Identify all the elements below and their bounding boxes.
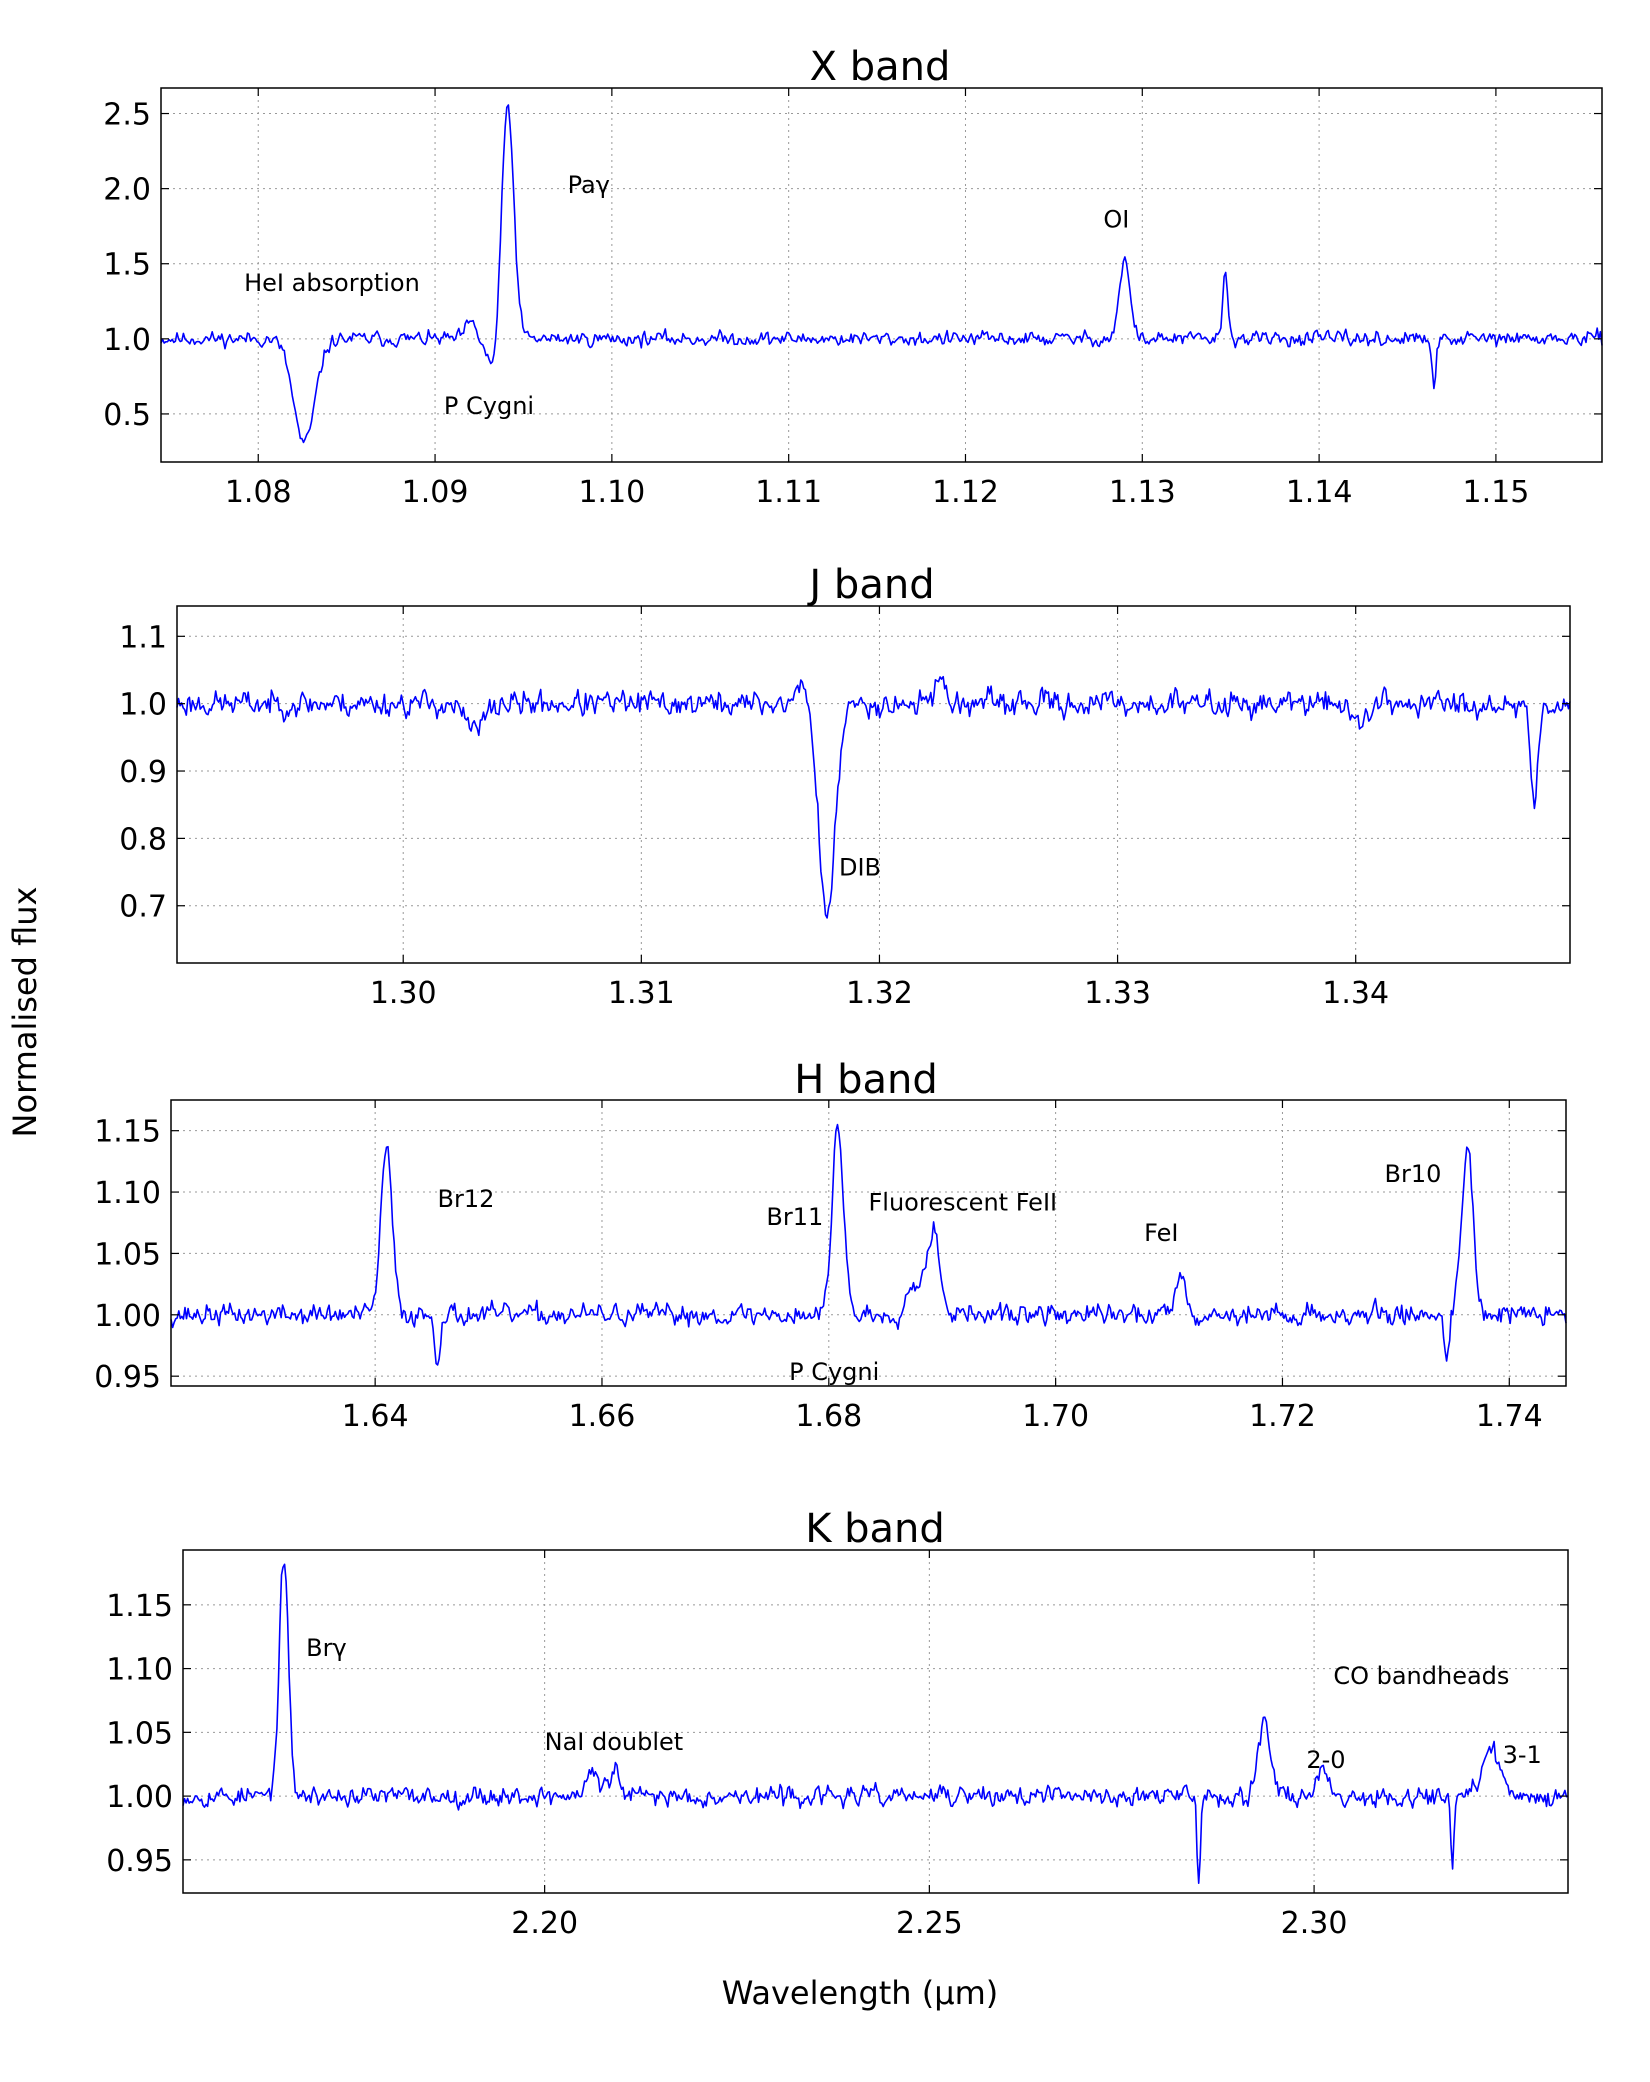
line-annotation: NaI doublet: [545, 1728, 684, 1756]
y-tick-label: 1.00: [106, 1780, 173, 1815]
plot-frame: [182, 1549, 1569, 1894]
line-annotation: Br10: [1385, 1160, 1442, 1188]
y-tick-label: 1.1: [119, 620, 167, 655]
x-tick-label: 1.08: [225, 475, 292, 510]
x-tick-label: 1.68: [795, 1399, 862, 1434]
y-tick-label: 1.15: [94, 1115, 161, 1150]
line-annotation: Brγ: [306, 1634, 347, 1662]
x-tick-label: 1.13: [1109, 475, 1176, 510]
x-tick-label: 1.30: [370, 976, 437, 1011]
plot-frame: [170, 1099, 1567, 1387]
plot-frame: [176, 605, 1571, 964]
panel-title: K band: [805, 1506, 945, 1552]
x-tick-label: 1.11: [755, 475, 822, 510]
y-axis-label: Normalised flux: [6, 887, 44, 1138]
y-tick-label: 2.0: [103, 173, 151, 208]
x-tick-label: 1.14: [1286, 475, 1353, 510]
x-tick-label: 1.70: [1022, 1399, 1089, 1434]
panel-x-band: X band 1.08 1.09 1.10 1.11 1.12 1.13 1.14 1.15 0…: [103, 44, 1603, 510]
line-annotation: 3-1: [1503, 1741, 1542, 1769]
panel-title: J band: [806, 562, 934, 608]
plot-frame: [160, 87, 1603, 463]
panel-h-band: H band 1.64 1.66 1.68 1.70 1.72 1.74 0.95 1.00 1…: [94, 1057, 1567, 1434]
y-tick-label: 1.0: [119, 688, 167, 723]
x-tick-label: 1.33: [1084, 976, 1151, 1011]
y-tick-label: 1.05: [94, 1237, 161, 1272]
x-tick-label: 1.34: [1322, 976, 1389, 1011]
y-tick-label: 1.5: [103, 248, 151, 283]
line-annotation: OI: [1103, 206, 1129, 234]
y-tick-label: 0.5: [103, 398, 151, 433]
line-annotation: FeI: [1144, 1219, 1178, 1247]
spectrum-line: [176, 675, 1571, 919]
line-annotation: 2-0: [1306, 1746, 1345, 1774]
y-tick-label: 1.10: [94, 1176, 161, 1211]
x-tick-label: 2.25: [896, 1906, 963, 1941]
panel-j-band: J band 1.30 1.31 1.32 1.33 1.34 0.7 0.8 0.9 1.0 1…: [119, 562, 1571, 1011]
line-annotation: CO bandheads: [1333, 1662, 1509, 1690]
y-tick-label: 1.00: [94, 1299, 161, 1334]
panel-title: H band: [794, 1057, 937, 1103]
x-tick-label: 1.12: [932, 475, 999, 510]
x-tick-label: 1.09: [402, 475, 469, 510]
line-annotation: P Cygni: [444, 392, 534, 420]
panel-title: X band: [810, 44, 951, 90]
line-annotation: HeI absorption: [244, 269, 420, 297]
y-tick-label: 0.95: [94, 1360, 161, 1395]
x-tick-label: 1.10: [578, 475, 645, 510]
x-tick-label: 1.15: [1463, 475, 1530, 510]
line-annotation: DIB: [839, 853, 881, 881]
y-tick-label: 1.05: [106, 1716, 173, 1751]
x-axis-label: Wavelength (µm): [722, 1974, 999, 2012]
spectrum-line: [182, 1563, 1569, 1884]
x-tick-label: 1.72: [1249, 1399, 1316, 1434]
x-tick-label: 1.32: [846, 976, 913, 1011]
spectrum-line: [160, 104, 1603, 444]
panel-k-band: K band 2.20 2.25 2.30 0.95 1.00 1.05 1.10 1.15 B…: [106, 1506, 1569, 1941]
line-annotation: Br11: [766, 1203, 823, 1231]
y-tick-label: 1.10: [106, 1653, 173, 1688]
spectrum-line: [170, 1123, 1567, 1366]
y-tick-label: 1.15: [106, 1589, 173, 1624]
x-tick-label: 1.74: [1476, 1399, 1543, 1434]
y-tick-label: 2.5: [103, 98, 151, 133]
line-annotation: Br12: [438, 1185, 495, 1213]
x-tick-label: 1.66: [569, 1399, 636, 1434]
line-annotation: Fluorescent FeII: [869, 1188, 1058, 1216]
x-tick-label: 2.30: [1281, 1906, 1348, 1941]
y-tick-label: 0.9: [119, 755, 167, 790]
y-tick-label: 0.95: [106, 1844, 173, 1879]
line-annotation: P Cygni: [789, 1358, 879, 1386]
y-tick-label: 1.0: [103, 323, 151, 358]
x-tick-label: 2.20: [511, 1906, 578, 1941]
line-annotation: Paγ: [568, 171, 610, 199]
x-tick-label: 1.31: [608, 976, 675, 1011]
y-tick-label: 0.7: [119, 890, 167, 925]
y-tick-label: 0.8: [119, 822, 167, 857]
x-tick-label: 1.64: [342, 1399, 409, 1434]
